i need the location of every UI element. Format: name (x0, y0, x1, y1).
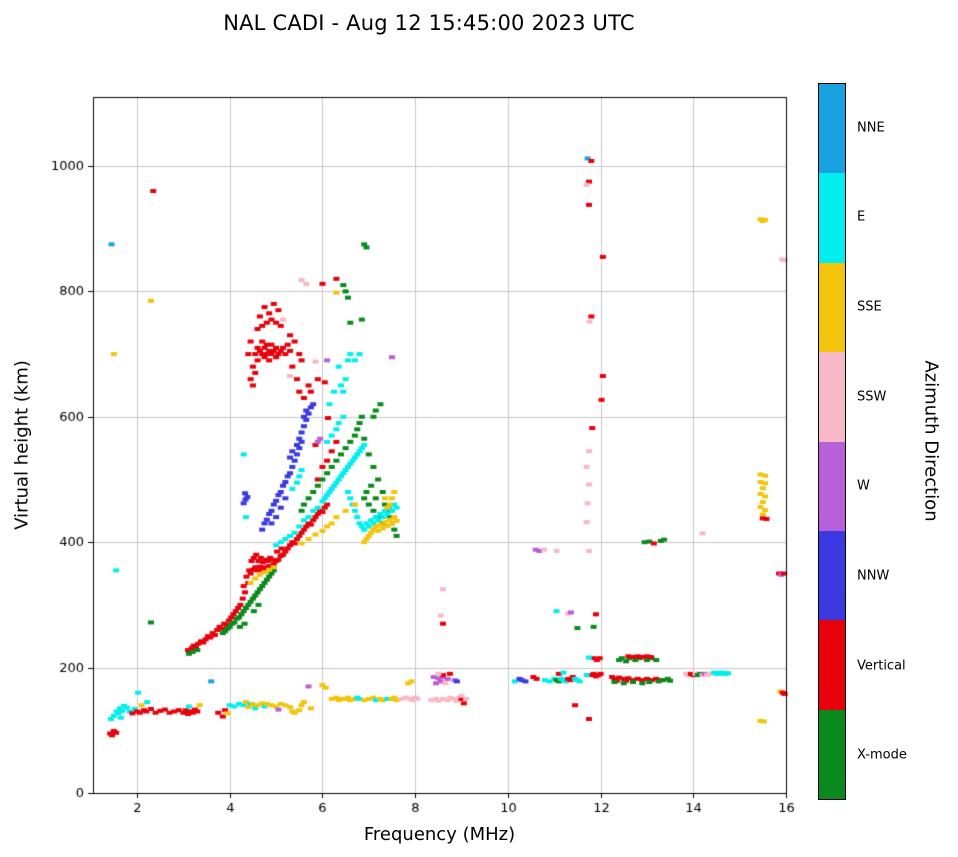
y-axis-label: Virtual height (km) (11, 360, 33, 530)
colorbar-segment-vertical (819, 620, 845, 710)
colorbar-segment-ssw (819, 352, 845, 442)
azimuth-colorbar (818, 83, 846, 800)
colorbar-segment-e (819, 173, 845, 263)
colorbar-segment-sse (819, 262, 845, 353)
colorbar-title: Azimuth Direction (920, 360, 942, 522)
chart-title: NAL CADI - Aug 12 15:45:00 2023 UTC (223, 11, 635, 35)
colorbar-segment-nne (819, 84, 845, 174)
colorbar-segment-x-mode (819, 709, 845, 799)
colorbar-segment-w (819, 441, 845, 531)
colorbar-segment-nnw (819, 530, 845, 621)
x-axis-label: Frequency (MHz) (363, 824, 516, 845)
